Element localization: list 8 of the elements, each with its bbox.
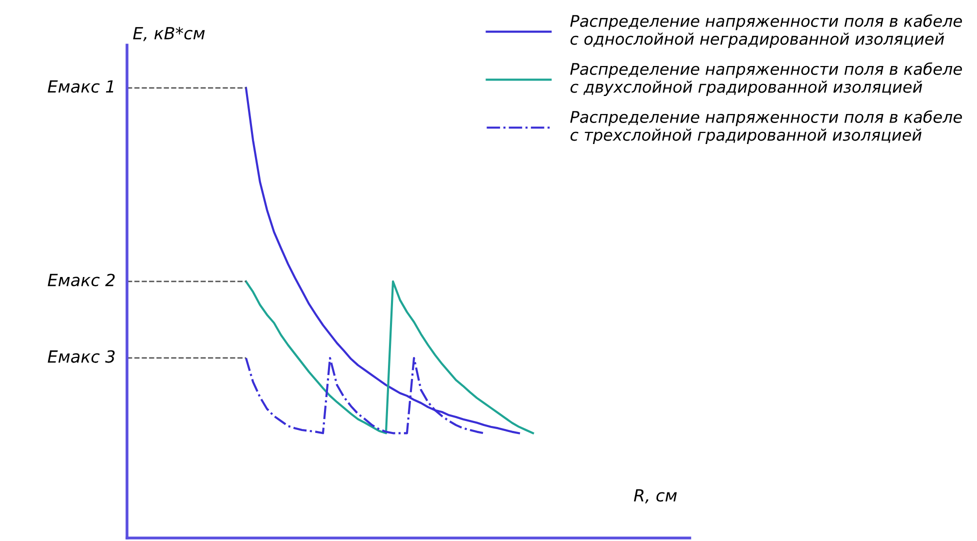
ref-line-label: Емакс 3 [48, 350, 115, 363]
legend-label: Распределение напряженности поля в кабеле с трехслойной градированной изоляцией [570, 110, 962, 144]
y-axis-title: E, кВ*см [133, 26, 205, 42]
legend-label: Распределение напряженности поля в кабеле с однослойной неградированной изоляцией [570, 14, 962, 48]
ref-line-label: Емакс 2 [48, 274, 115, 286]
x-axis-title: R, см [634, 489, 677, 504]
legend-label: Распределение напряженности поля в кабеле с двухслойной градированной изоляцией [570, 62, 962, 96]
ref-line-label: Емакс 1 [48, 80, 114, 93]
